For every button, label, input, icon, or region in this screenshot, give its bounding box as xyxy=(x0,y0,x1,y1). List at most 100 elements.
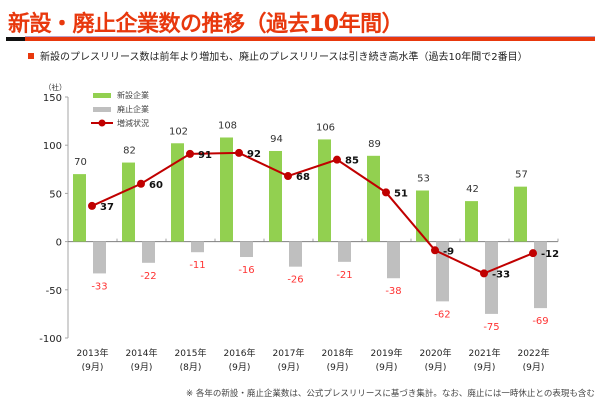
data-label-closed-4: -26 xyxy=(287,275,303,286)
data-label-net-7: -9 xyxy=(443,246,454,257)
bar-closed-1 xyxy=(142,241,155,263)
point-net-3 xyxy=(235,148,243,157)
data-label-net-4: 68 xyxy=(296,172,310,183)
legend-label-closed: 廃止企業 xyxy=(117,104,149,114)
bar-new-7 xyxy=(416,190,429,242)
bar-closed-6 xyxy=(387,241,400,279)
bullet-square-icon xyxy=(28,53,34,59)
data-label-closed-0: -33 xyxy=(91,281,107,292)
data-label-new-5: 106 xyxy=(316,122,335,133)
x-tick-label-month: (9月) xyxy=(131,362,153,373)
data-label-net-9: -12 xyxy=(541,249,559,260)
data-label-net-5: 85 xyxy=(345,156,359,167)
summary-text: 新設のプレスリリース数は前年より増加も、廃止のプレスリリースは引き続き高水準（過… xyxy=(40,52,528,63)
point-net-2 xyxy=(186,149,194,158)
bar-new-6 xyxy=(367,155,380,242)
x-tick-label-month: (8月) xyxy=(180,362,202,373)
x-tick-label-month: (9月) xyxy=(523,362,545,373)
line-net-change xyxy=(91,151,534,275)
x-tick-label-month: (9月) xyxy=(229,362,251,373)
data-label-new-0: 70 xyxy=(74,157,87,168)
data-label-new-3: 108 xyxy=(218,120,237,131)
point-net-6 xyxy=(382,188,390,197)
data-label-closed-1: -22 xyxy=(140,271,156,282)
point-net-7 xyxy=(431,246,439,255)
bar-closed-4 xyxy=(289,241,302,267)
legend-label-new: 新設企業 xyxy=(117,90,149,100)
bar-new-5 xyxy=(318,139,331,242)
data-label-net-8: -33 xyxy=(492,269,510,280)
x-tick-label-year: 2014年 xyxy=(126,347,158,359)
point-net-4 xyxy=(284,172,292,181)
data-label-new-9: 57 xyxy=(515,170,528,181)
summary-line: 新設のプレスリリース数は前年より増加も、廃止のプレスリリースは引き続き高水準（過… xyxy=(28,48,528,63)
legend-label-net: 増減状況 xyxy=(117,118,149,128)
x-tick-label-year: 2016年 xyxy=(224,347,256,359)
x-tick-label-year: 2018年 xyxy=(322,347,354,359)
data-label-new-8: 42 xyxy=(466,184,479,195)
title-underline-accent-red xyxy=(25,37,595,41)
x-tick-label-year: 2013年 xyxy=(77,347,109,359)
data-label-net-1: 60 xyxy=(149,180,163,191)
bar-closed-5 xyxy=(338,241,351,262)
x-tick-label-month: (9月) xyxy=(278,362,300,373)
y-axis-unit-label: （社） xyxy=(44,82,67,92)
bar-new-0 xyxy=(73,174,86,242)
y-tick-label: 0 xyxy=(56,238,62,249)
footnote: ※ 各年の新設・廃止企業数は、公式プレスリリースに基づき集計。なお、廃止には一時… xyxy=(186,389,595,399)
legend-swatch-new xyxy=(93,93,111,98)
bar-closed-2 xyxy=(191,241,204,253)
y-tick-label: -100 xyxy=(39,334,62,345)
data-label-net-0: 37 xyxy=(100,202,114,213)
bar-closed-0 xyxy=(93,241,106,274)
point-net-9 xyxy=(529,249,537,258)
data-label-closed-3: -16 xyxy=(238,265,254,276)
bar-closed-3 xyxy=(240,241,253,258)
y-tick-label: -50 xyxy=(46,286,62,297)
x-tick-label-year: 2017年 xyxy=(273,347,305,359)
data-label-closed-5: -21 xyxy=(336,270,352,281)
point-net-1 xyxy=(137,179,145,188)
point-net-0 xyxy=(88,201,96,210)
x-tick-label-year: 2022年 xyxy=(518,347,550,359)
title-underline-thin xyxy=(25,36,595,37)
x-tick-label-year: 2021年 xyxy=(469,347,501,359)
bar-closed-7 xyxy=(436,241,449,302)
data-label-closed-8: -75 xyxy=(483,322,499,333)
bar-new-9 xyxy=(514,186,527,242)
bar-new-2 xyxy=(171,143,184,242)
data-label-closed-6: -38 xyxy=(385,286,401,297)
point-net-5 xyxy=(333,155,341,164)
y-tick-label: 100 xyxy=(43,141,62,152)
data-label-new-7: 53 xyxy=(417,174,430,185)
data-label-new-1: 82 xyxy=(123,146,136,157)
legend-swatch-closed xyxy=(93,107,111,112)
data-label-new-2: 102 xyxy=(169,126,188,137)
data-label-closed-2: -11 xyxy=(189,260,205,271)
bar-new-3 xyxy=(220,137,233,242)
data-label-net-2: 91 xyxy=(198,150,212,161)
point-net-8 xyxy=(480,269,488,278)
bar-new-8 xyxy=(465,201,478,242)
title-underline-accent-black xyxy=(6,37,25,41)
x-tick-label-year: 2019年 xyxy=(371,347,403,359)
x-tick-label-month: (9月) xyxy=(474,362,496,373)
x-tick-label-year: 2020年 xyxy=(420,347,452,359)
x-tick-label-month: (9月) xyxy=(327,362,349,373)
data-label-new-6: 89 xyxy=(368,139,381,150)
bar-new-4 xyxy=(269,150,282,242)
data-label-net-6: 51 xyxy=(394,188,408,199)
bar-closed-9 xyxy=(534,241,547,309)
data-label-closed-9: -69 xyxy=(532,316,548,327)
legend-swatch-net-marker xyxy=(98,119,106,127)
x-tick-label-month: (9月) xyxy=(82,362,104,373)
y-tick-label: 50 xyxy=(49,189,62,200)
bar-closed-8 xyxy=(485,241,498,314)
data-label-closed-7: -62 xyxy=(434,309,450,320)
data-label-net-3: 92 xyxy=(247,149,261,160)
x-tick-label-year: 2015年 xyxy=(175,347,207,359)
y-tick-label: 150 xyxy=(43,93,62,104)
x-tick-label-month: (9月) xyxy=(425,362,447,373)
bar-new-1 xyxy=(122,162,135,242)
